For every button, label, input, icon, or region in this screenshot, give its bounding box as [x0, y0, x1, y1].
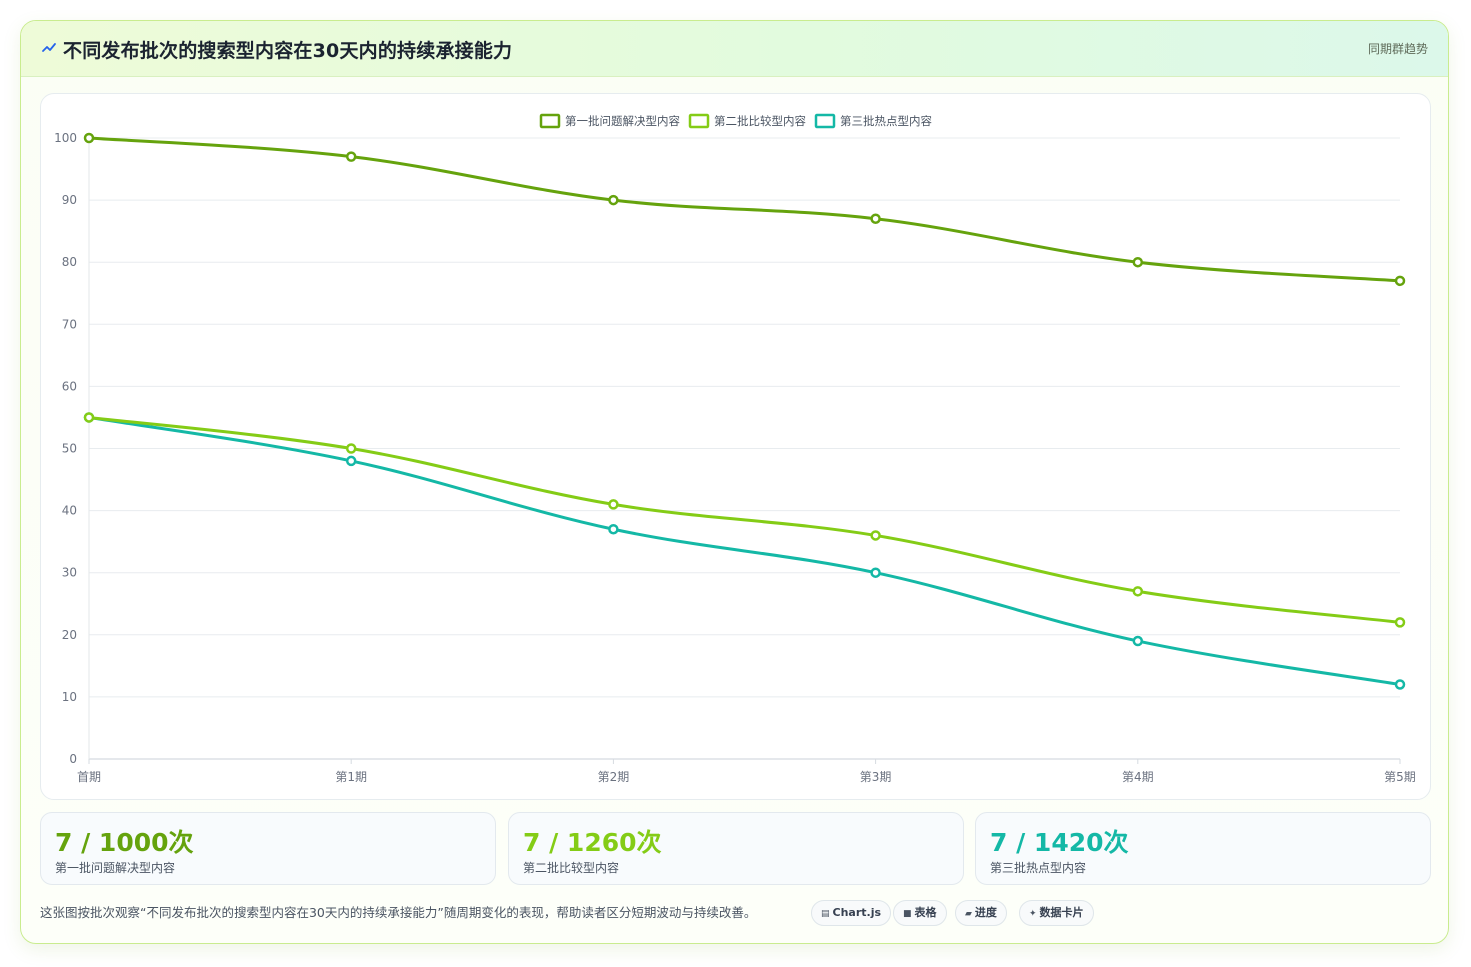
y-tick-label: 40 [62, 504, 77, 518]
y-tick-label: 100 [54, 131, 77, 145]
data-point [345, 443, 357, 454]
stat-value: 7 / 1000次 [55, 828, 194, 857]
stat-card-batch-3: 7 / 1420次 第三批热点型内容 [975, 812, 1431, 885]
y-tick-label: 60 [62, 379, 77, 393]
chip-label: 数据卡片 [1039, 906, 1084, 919]
y-tick-label: 50 [62, 442, 77, 456]
y-tick-label: 10 [62, 690, 77, 704]
data-point [83, 132, 95, 144]
series-line [87, 136, 1402, 283]
data-point [83, 412, 95, 423]
y-tick-label: 80 [62, 255, 77, 269]
stat-label: 第二批比较型内容 [523, 861, 620, 875]
x-tick-label: 首期 [77, 770, 101, 784]
legend-swatch [814, 113, 836, 129]
legend-label: 第三批热点型内容 [840, 114, 932, 128]
chip-data-card[interactable]: ✦ 数据卡片 [1019, 900, 1094, 926]
legend-swatch [539, 113, 561, 129]
x-tick-label: 第3期 [860, 770, 892, 784]
y-tick-label: 20 [62, 628, 77, 642]
y-tick-label: 30 [62, 566, 77, 580]
series-line [87, 415, 1402, 686]
y-tick-label: 70 [62, 317, 77, 331]
data-point [870, 530, 881, 541]
chip-label: 表格 [914, 906, 937, 919]
data-point [608, 194, 619, 206]
stat-label: 第一批问题解决型内容 [55, 861, 176, 875]
stat-value: 7 / 1260次 [523, 828, 662, 857]
data-point [1132, 586, 1144, 597]
chip-table[interactable]: ■ 表格 [893, 900, 947, 926]
stat-card-batch-1: 7 / 1000次 第一批问题解决型内容 [40, 812, 496, 885]
x-tick-label: 第2期 [598, 770, 630, 784]
chart-description: 这张图按批次观察“不同发布批次的搜索型内容在30天内的持续承接能力”随周期变化的… [40, 905, 757, 920]
line-chart: 0 10 20 30 40 50 60 70 80 90 100 首期 第1期 第2期 第3期 第4期 第5期 第… [54, 113, 1416, 784]
stat-label: 第三批热点型内容 [990, 861, 1087, 875]
header-tag: 同期群趋势 [1367, 42, 1428, 56]
chip-progress[interactable]: ▰ 进度 [955, 900, 1007, 926]
stats-row: 7 / 1000次 第一批问题解决型内容 7 / 1260次 第二批比较型内容 … [40, 812, 1431, 885]
x-tick-label: 第4期 [1122, 770, 1154, 784]
data-point [1132, 635, 1144, 647]
legend-swatch [688, 113, 710, 129]
chart-panel: 0 10 20 30 40 50 60 70 80 90 100 首期 第1期 第2期 第3期 第4期 第5期 第… [40, 93, 1431, 800]
chip-chartjs[interactable]: ▤ Chart.js [811, 900, 892, 926]
chart-line-icon [42, 43, 56, 52]
chart-card: 不同发布批次的搜索型内容在30天内的持续承接能力 同期群趋势 0 10 20 30 40… [20, 20, 1449, 944]
data-point [608, 523, 619, 535]
y-tick-label: 90 [62, 193, 77, 207]
data-point [1132, 256, 1144, 268]
data-point [345, 151, 357, 162]
stat-value: 7 / 1420次 [990, 828, 1129, 857]
legend-label: 第二批比较型内容 [714, 114, 806, 128]
card-header: 不同发布批次的搜索型内容在30天内的持续承接能力 同期群趋势 [21, 21, 1448, 77]
series-line [87, 415, 1402, 624]
data-point [608, 499, 619, 510]
card-icon: ✦ [1029, 909, 1037, 919]
stat-card-batch-2: 7 / 1260次 第二批比较型内容 [508, 812, 964, 885]
data-point [345, 455, 357, 467]
table-icon: ■ [903, 909, 912, 919]
chart-icon: ▤ [821, 909, 830, 919]
data-point [870, 567, 881, 578]
data-point [1394, 679, 1406, 690]
x-tick-label: 第1期 [335, 770, 367, 784]
page-title: 不同发布批次的搜索型内容在30天内的持续承接能力 [63, 40, 513, 62]
y-tick-label: 0 [69, 752, 77, 766]
progress-icon: ▰ [965, 909, 972, 919]
data-point [1394, 617, 1406, 628]
legend-label: 第一批问题解决型内容 [565, 114, 680, 128]
x-tick-label: 第5期 [1384, 770, 1416, 784]
data-point [1394, 275, 1406, 287]
chip-label: 进度 [974, 906, 997, 919]
data-point [870, 213, 881, 224]
chip-label: Chart.js [832, 906, 882, 919]
